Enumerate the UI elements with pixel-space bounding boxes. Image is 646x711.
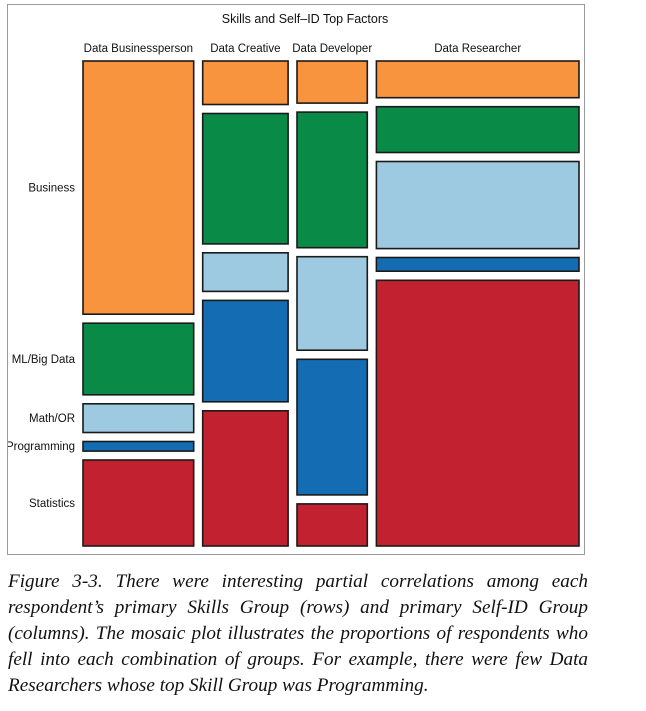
- tile-data-businessperson-statistics: [82, 459, 195, 547]
- chart-title: Skills and Self–ID Top Factors: [222, 12, 389, 26]
- column-label-data-developer: Data Developer: [292, 43, 372, 55]
- column-label-data-researcher: Data Researcher: [434, 43, 521, 55]
- row-label-statistics: Statistics: [29, 498, 75, 510]
- mosaic-plot: Skills and Self–ID Top Factors Data Busi…: [8, 12, 580, 547]
- row-label-programming: Programming: [8, 441, 75, 453]
- figure-caption: Figure 3-3. There were interesting parti…: [8, 571, 588, 696]
- column-label-data-creative: Data Creative: [210, 43, 280, 55]
- tile-data-researcher-business: [375, 60, 580, 99]
- tile-data-developer-programming: [296, 358, 369, 496]
- tile-data-researcher-math-or: [375, 160, 580, 250]
- row-label-math-or: Math/OR: [29, 413, 75, 425]
- tile-data-creative-programming: [201, 299, 289, 403]
- tile-data-creative-ml-big-data: [201, 112, 289, 245]
- tile-data-businessperson-math-or: [82, 402, 195, 434]
- tile-data-developer-ml-big-data: [296, 111, 369, 249]
- tile-data-researcher-programming: [375, 256, 580, 272]
- tile-data-researcher-statistics: [375, 279, 580, 547]
- tile-data-businessperson-programming: [82, 440, 195, 452]
- tile-data-developer-statistics: [296, 503, 369, 547]
- tile-data-creative-business: [201, 60, 289, 106]
- tile-data-creative-math-or: [201, 252, 289, 293]
- row-label-ml-big-data: ML/Big Data: [12, 354, 76, 366]
- row-label-business: Business: [28, 183, 75, 195]
- mosaic-chart: Skills and Self–ID Top Factors Data Busi…: [7, 4, 585, 555]
- tile-data-developer-business: [296, 60, 369, 104]
- tile-data-creative-statistics: [201, 409, 289, 547]
- tile-data-developer-math-or: [296, 255, 369, 351]
- tile-data-researcher-ml-big-data: [375, 105, 580, 154]
- column-label-data-businessperson: Data Businessperson: [84, 43, 193, 55]
- tile-data-businessperson-business: [82, 60, 195, 315]
- tile-data-businessperson-ml-big-data: [82, 322, 195, 396]
